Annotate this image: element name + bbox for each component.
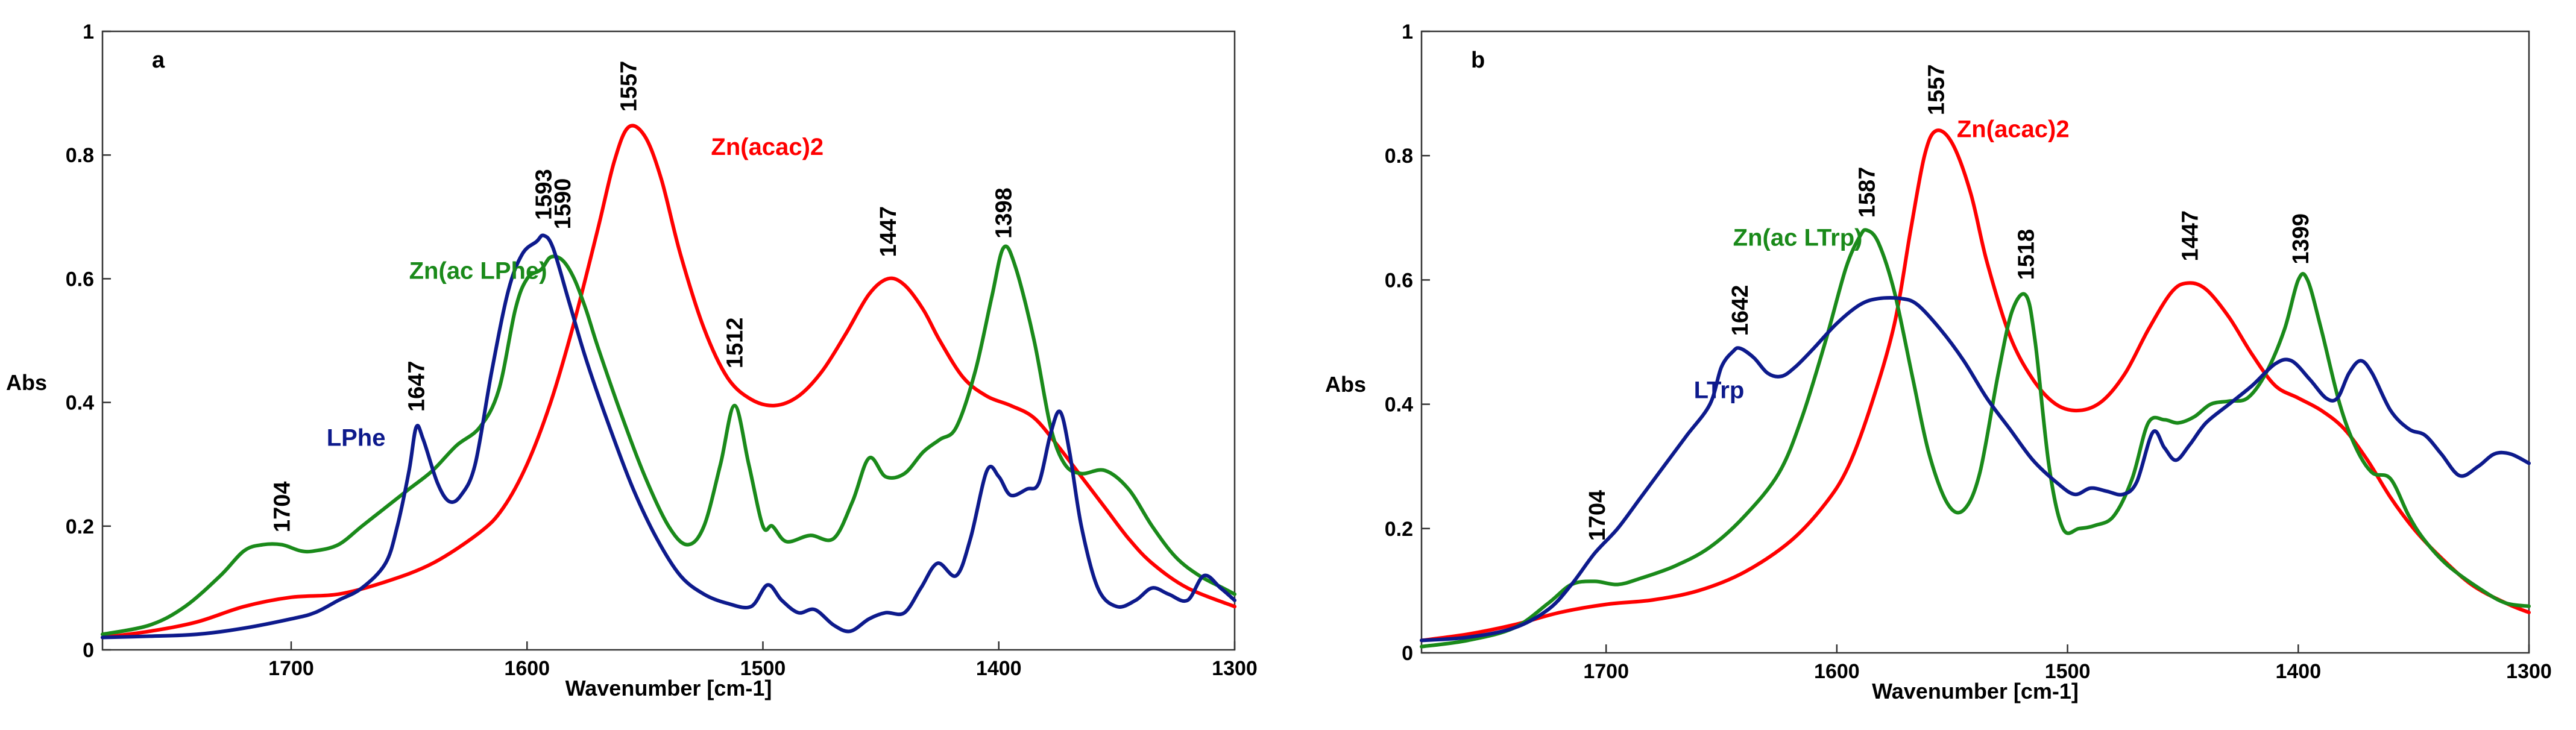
y-axis-label: Abs <box>6 370 47 395</box>
series-line-zn-ac-lphe <box>101 244 1236 637</box>
peak-label: 1590 <box>550 178 576 230</box>
y-tick-label: 0.2 <box>66 515 94 538</box>
y-tick-label: 0.4 <box>66 392 94 415</box>
x-axis-label: Wavenumber [cm-1] <box>565 676 772 700</box>
series-label: LPhe <box>327 424 386 451</box>
series-line-ltrp <box>1420 296 2531 643</box>
peak-label: 1447 <box>2178 210 2203 262</box>
x-tick-label: 1300 <box>1212 657 1258 680</box>
panel-label: b <box>1471 48 1485 73</box>
peak-label: 1518 <box>2014 229 2039 280</box>
chart-panel-b: 0 0.2 0.4 0.6 0.8 1 1700 1600 1500 1400 1300 Wavenu… <box>1325 20 2552 703</box>
plot-frame <box>1420 30 2530 654</box>
y-tick-label: 0.6 <box>66 268 94 291</box>
y-axis-label: Abs <box>1325 372 1366 397</box>
series-label: Zn(ac LTrp) <box>1733 225 1863 251</box>
x-tick-label: 1600 <box>504 657 550 680</box>
x-tick-label: 1700 <box>1583 660 1629 683</box>
y-tick-label: 0.2 <box>1385 518 1413 541</box>
series-line-zn-acac-2 <box>1420 128 2531 643</box>
series-line-zn-acac-2 <box>101 124 1236 640</box>
peak-label: 1587 <box>1855 167 1880 218</box>
x-tick-label: 1700 <box>268 657 314 680</box>
x-tick-label: 1600 <box>1814 660 1860 683</box>
y-tick-label: 0 <box>1402 642 1413 665</box>
chart-panel-a: 0 0.2 0.4 0.6 0.8 1 1700 1600 1500 1400 1300 Wavenu… <box>6 20 1258 700</box>
peak-label: 1704 <box>269 482 295 533</box>
peak-label: 1398 <box>992 187 1017 239</box>
peak-label: 1704 <box>1585 490 1610 541</box>
series-label: Zn(acac)2 <box>1957 116 2070 142</box>
peak-label: 1647 <box>404 360 429 412</box>
x-tick-label: 1500 <box>2045 660 2091 683</box>
peak-label: 1593 <box>532 169 557 220</box>
y-tick-label: 1 <box>83 20 94 43</box>
series-label: Zn(acac)2 <box>711 134 824 160</box>
peak-label: 1399 <box>2288 213 2314 265</box>
series-line-zn-ac-ltrp <box>1420 228 2531 649</box>
x-tick-label: 1500 <box>740 657 786 680</box>
y-tick-label: 1 <box>1402 20 1413 43</box>
y-tick-label: 0.4 <box>1385 394 1413 417</box>
x-tick-label: 1400 <box>976 657 1022 680</box>
x-tick-label: 1400 <box>2275 660 2321 683</box>
peak-label: 1557 <box>1924 65 1949 116</box>
y-tick-label: 0.8 <box>66 144 94 167</box>
y-tick-label: 0.6 <box>1385 269 1413 292</box>
y-tick-label: 0 <box>83 639 94 662</box>
peak-label: 1557 <box>616 61 641 112</box>
series-label: Zn(ac LPhe) <box>409 257 547 284</box>
peak-label: 1512 <box>723 318 748 369</box>
y-tick-label: 0.8 <box>1385 145 1413 168</box>
peak-label: 1447 <box>876 206 901 257</box>
series-label: LTrp <box>1694 377 1745 403</box>
x-tick-label: 1300 <box>2506 660 2552 683</box>
plot-frame <box>101 30 1236 651</box>
x-axis-label: Wavenumber [cm-1] <box>1872 679 2079 703</box>
peak-label: 1642 <box>1728 285 1753 336</box>
panel-label: a <box>152 48 165 73</box>
series-line-lphe <box>101 233 1236 640</box>
